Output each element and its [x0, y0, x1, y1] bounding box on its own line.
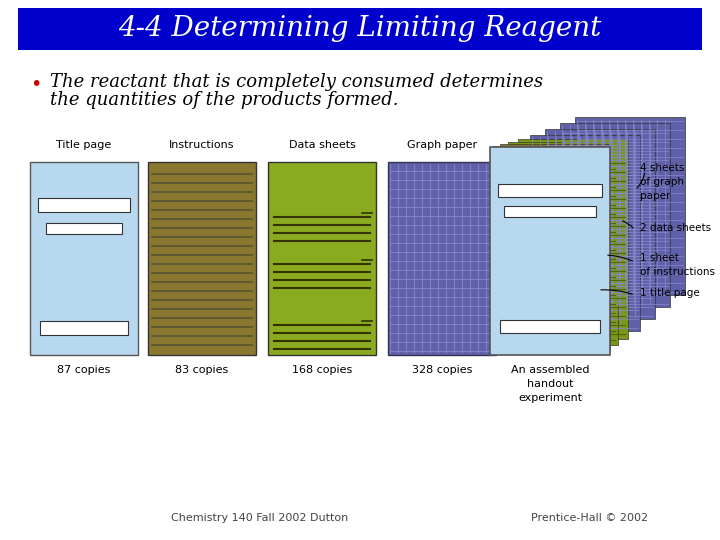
Bar	[545, 129, 655, 319]
Text: 1 sheet: 1 sheet	[640, 253, 679, 263]
Text: the quantities of the products formed.: the quantities of the products formed.	[50, 91, 398, 109]
Text: •: •	[30, 75, 41, 94]
Text: 4-4 Determining Limiting Reagent: 4-4 Determining Limiting Reagent	[118, 16, 602, 43]
Text: handout: handout	[527, 379, 573, 389]
Bar	[518, 139, 628, 339]
Text: 1 title page: 1 title page	[640, 288, 700, 298]
Bar	[268, 162, 376, 355]
Text: An assembled: An assembled	[510, 365, 589, 375]
Bar	[46, 223, 122, 234]
Bar	[490, 147, 610, 355]
Text: Graph paper: Graph paper	[407, 140, 477, 150]
Bar	[40, 321, 128, 335]
Bar	[18, 8, 702, 50]
Bar	[530, 135, 640, 331]
Text: Instructions: Instructions	[169, 140, 235, 150]
Bar	[38, 198, 130, 212]
Bar	[560, 123, 670, 307]
Bar	[500, 320, 600, 333]
Bar	[498, 184, 602, 197]
Bar	[504, 206, 596, 217]
Bar	[500, 144, 610, 350]
Bar	[30, 162, 138, 355]
Bar	[575, 117, 685, 295]
Text: experiment: experiment	[518, 393, 582, 403]
Text: 2 data sheets: 2 data sheets	[640, 223, 711, 233]
Text: paper: paper	[640, 191, 670, 201]
Bar	[388, 162, 496, 355]
Text: Data sheets: Data sheets	[289, 140, 356, 150]
Bar	[508, 142, 618, 345]
Text: Title page: Title page	[56, 140, 112, 150]
Text: 83 copies: 83 copies	[176, 365, 229, 375]
Text: 4 sheets: 4 sheets	[640, 163, 685, 173]
Text: 328 copies: 328 copies	[412, 365, 472, 375]
Text: 87 copies: 87 copies	[58, 365, 111, 375]
Text: The reactant that is completely consumed determines: The reactant that is completely consumed…	[50, 73, 543, 91]
Text: 168 copies: 168 copies	[292, 365, 352, 375]
Text: Prentice-Hall © 2002: Prentice-Hall © 2002	[531, 513, 649, 523]
Text: of instructions: of instructions	[640, 267, 715, 277]
Text: of graph: of graph	[640, 177, 684, 187]
Text: Chemistry 140 Fall 2002 Dutton: Chemistry 140 Fall 2002 Dutton	[171, 513, 348, 523]
Bar	[148, 162, 256, 355]
Bar	[493, 146, 603, 353]
